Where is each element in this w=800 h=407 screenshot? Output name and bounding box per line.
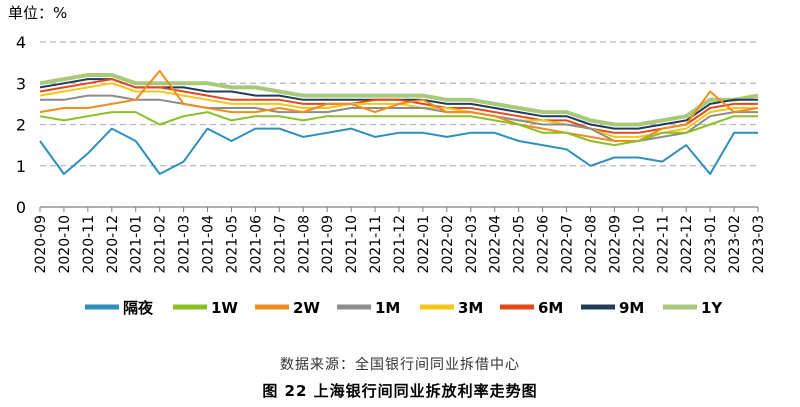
series-line bbox=[39, 73, 759, 127]
legend-label: 1M bbox=[375, 299, 400, 317]
y-tick-label: 0 bbox=[16, 198, 26, 217]
legend-label: 2W bbox=[293, 299, 320, 317]
rate-line-chart: 0 1 2 3 4 2020-09 2020-10 2020-11 2020-12 2021-01… bbox=[16, 33, 767, 317]
x-tick-label: 2020-09 bbox=[33, 215, 49, 274]
x-tick-label: 2021-04 bbox=[201, 215, 217, 274]
legend-label: 3M bbox=[458, 299, 483, 317]
legend-label: 1W bbox=[211, 299, 238, 317]
x-tick-label: 2023-02 bbox=[727, 215, 743, 274]
y-tick-label: 2 bbox=[16, 116, 26, 135]
x-tick-label: 2022-03 bbox=[464, 215, 480, 274]
x-tick-label: 2022-07 bbox=[560, 215, 576, 274]
x-tick-label: 2022-04 bbox=[488, 215, 504, 274]
series-line bbox=[39, 111, 758, 147]
x-tick-label: 2021-06 bbox=[248, 215, 264, 274]
legend-label: 9M bbox=[619, 299, 644, 317]
legend-label: 1Y bbox=[701, 299, 723, 317]
x-tick-label: 2023-03 bbox=[751, 215, 767, 274]
y-tick-label: 4 bbox=[16, 33, 26, 52]
x-tick-label: 2022-11 bbox=[655, 215, 671, 274]
x-tick-label: 2022-12 bbox=[679, 215, 695, 274]
legend-label: 6M bbox=[538, 299, 563, 317]
x-tick-label: 2021-01 bbox=[129, 215, 145, 274]
x-tick-label: 2022-01 bbox=[416, 215, 432, 274]
series-line bbox=[39, 82, 758, 138]
x-tick-label: 2022-02 bbox=[440, 215, 456, 274]
x-tick-label: 2020-10 bbox=[57, 215, 73, 274]
x-tick-label: 2020-12 bbox=[105, 215, 121, 274]
y-tick-label: 3 bbox=[16, 74, 26, 93]
x-tick-label: 2022-10 bbox=[631, 215, 647, 274]
x-tick-label: 2022-08 bbox=[583, 215, 599, 274]
x-tick-label: 2021-05 bbox=[224, 215, 240, 273]
x-tick-label: 2021-07 bbox=[272, 215, 288, 274]
x-tick-label: 2021-11 bbox=[368, 215, 384, 274]
x-tick-label: 2023-01 bbox=[703, 215, 719, 274]
x-tick-label: 2021-10 bbox=[344, 215, 360, 274]
x-tick-label: 2021-03 bbox=[177, 215, 193, 274]
x-tick-label: 2021-09 bbox=[320, 215, 336, 274]
figure-caption: 图 22 上海银行间同业拆放利率走势图 bbox=[262, 382, 538, 400]
y-tick-label: 1 bbox=[16, 157, 26, 176]
source-note: 数据来源：全国银行间同业拆借中心 bbox=[280, 357, 520, 373]
series-line bbox=[39, 78, 758, 134]
x-tick-label: 2022-06 bbox=[536, 215, 552, 274]
x-tick-label: 2020-11 bbox=[81, 215, 97, 274]
legend-label: 隔夜 bbox=[123, 299, 154, 317]
x-tick-label: 2021-02 bbox=[153, 215, 169, 274]
x-tick-label: 2022-05 bbox=[512, 215, 528, 274]
series-line bbox=[39, 127, 758, 175]
x-tick-label: 2021-08 bbox=[296, 215, 312, 274]
x-tick-label: 2022-09 bbox=[607, 215, 623, 274]
unit-label: 单位：% bbox=[8, 4, 68, 22]
x-tick-label: 2021-12 bbox=[392, 215, 408, 274]
